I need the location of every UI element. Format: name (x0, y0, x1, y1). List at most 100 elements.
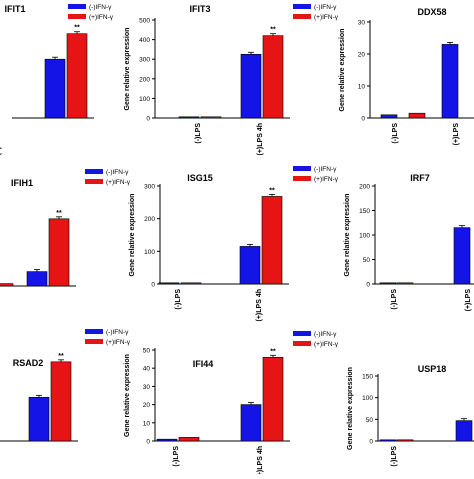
y-tick-label: 20 (143, 402, 151, 409)
x-tick-label: (+)LPS 4h (256, 289, 263, 321)
bar-isg15-plus-1 (261, 196, 283, 285)
bar-irf7-minus-0 (379, 282, 397, 285)
y-tick-label: 50 (366, 417, 374, 424)
legend-label: (-)IFN-γ (106, 169, 129, 176)
bar-rsad2-plus-1 (50, 361, 72, 442)
bar-isg15-minus-0 (158, 282, 180, 285)
bar-ifi44-minus-0 (156, 438, 178, 442)
y-tick-label: 300 (144, 184, 155, 191)
y-tick-label: 200 (139, 76, 150, 83)
y-tick-label: 0 (146, 116, 150, 123)
legend-label: (+)IFN-γ (106, 339, 131, 346)
y-axis-label: Gene relative expression (124, 354, 131, 437)
x-tick-label: (+)LPS 4h (257, 446, 264, 474)
chart-panel-rsad2: RSAD2 ** (-)IFN-γ (+)IFN-γ (0, 329, 131, 442)
significance-label: ** (269, 187, 275, 194)
y-tick-label: 0 (146, 439, 150, 446)
bar-ddx58-minus-0 (380, 114, 398, 119)
significance-label: ** (56, 210, 62, 217)
y-axis-label: Gene relative expression (344, 194, 351, 277)
x-tick-label: (+)LPS (453, 123, 460, 146)
legend-label: (-)IFN-γ (314, 166, 337, 173)
panel-title: USP18 (418, 364, 447, 374)
y-tick-label: 50 (363, 257, 371, 264)
bar-irf7-plus-0 (396, 282, 414, 285)
chart-panel-usp18: USP18 0 50 100 150 Gene relative expression (-… (347, 364, 474, 467)
y-tick-label: 150 (362, 374, 373, 381)
chart-panel-ddx58: DDX58 0 10 20 30 Gene relative expression (-)L… (339, 7, 474, 145)
panel-title: ISG15 (187, 173, 213, 183)
legend-swatch (293, 14, 311, 19)
legend-label: (+)IFN-γ (106, 179, 131, 186)
legend-label: (-)IFN-γ (314, 4, 337, 11)
x-tick-label: (+)LPS (465, 289, 472, 312)
legend-label: (+)IFN-γ (314, 176, 339, 183)
chart-panel-ifit3: IFIT3 0 100 200 300 400 500 Gene relative expre… (124, 4, 339, 155)
y-tick-label: 0 (366, 282, 370, 289)
bar-ifih1-minus-1 (26, 271, 48, 287)
y-tick-label: 200 (359, 184, 370, 191)
y-tick-label: 20 (358, 52, 366, 59)
y-tick-label: 100 (139, 96, 150, 103)
bar-ifi44-plus-0 (178, 437, 200, 442)
y-tick-label: 100 (144, 249, 155, 256)
legend-swatch (85, 179, 103, 184)
x-tick-label: (-)LPS (195, 123, 202, 144)
panel-title: DDX58 (417, 7, 446, 17)
y-tick-label: 30 (358, 20, 366, 27)
legend-label: (+)IFN-γ (314, 14, 339, 21)
panel-title: IRF7 (410, 173, 430, 183)
y-axis-label: Gene relative expression (339, 29, 346, 112)
significance-label: ** (74, 25, 80, 32)
bar-usp18-minus-1 (455, 420, 473, 442)
x-tick-label: (-)LPS (391, 289, 398, 310)
significance-label: ** (270, 348, 276, 355)
y-tick-label: 0 (361, 116, 365, 123)
y-axis-label: Gene relative expression (347, 367, 354, 450)
bar-rsad2-minus-1 (28, 397, 50, 442)
y-tick-label: 200 (144, 216, 155, 223)
x-tick-label: (-)LPS (391, 446, 398, 467)
significance-label: ** (58, 353, 64, 360)
chart-panel-ifit1: IFIT1 ** (+)LPS 4h (-)IFN-γ (+)IFN-γ (0, 4, 114, 155)
y-axis-label: Gene relative expression (124, 28, 131, 111)
legend-swatch (293, 341, 311, 346)
legend-swatch (85, 339, 103, 344)
legend-swatch (293, 4, 311, 9)
x-tick-label: (+)LPS 4h (257, 123, 264, 155)
significance-label: ** (270, 27, 276, 34)
legend-label: (-)IFN-γ (89, 4, 112, 11)
y-tick-label: 0 (369, 439, 373, 446)
x-tick-label: (-)LPS (173, 446, 180, 467)
legend-swatch (293, 176, 311, 181)
y-axis-label: Gene relative expression (129, 194, 136, 277)
bar-ifit3-plus-0 (200, 116, 222, 119)
bar-ddx58-plus-0 (408, 112, 426, 119)
bar-ifit1-plus-1 (66, 33, 88, 119)
panel-title: IFIH1 (11, 178, 33, 188)
y-tick-label: 50 (143, 348, 151, 355)
legend-swatch (293, 166, 311, 171)
panel-title: RSAD2 (13, 358, 44, 368)
legend-label: (+)IFN-γ (314, 341, 339, 348)
bar-ifi44-minus-1 (240, 404, 262, 442)
legend-swatch (68, 4, 86, 9)
legend-label: (-)IFN-γ (314, 331, 337, 338)
bar-ifih1-plus-1 (48, 218, 70, 287)
y-tick-label: 30 (143, 384, 151, 391)
x-tick-label: (+)LPS 4h (0, 123, 2, 155)
x-tick-label: (-)LPS (392, 123, 399, 144)
chart-panel-isg15: ISG15 0 100 200 300 Gene relative expression *… (129, 166, 339, 321)
y-tick-label: 40 (143, 366, 151, 373)
bar-irf7-minus-1 (453, 227, 471, 285)
panel-title: IFI44 (193, 359, 214, 369)
bar-usp18-plus-0 (396, 439, 414, 442)
y-tick-label: 0 (151, 282, 155, 289)
chart-panel-ifi44: IFI44 0 10 20 30 40 50 Gene relative expression… (124, 331, 339, 478)
panel-title: IFIT3 (189, 4, 210, 14)
bar-ifit3-minus-1 (240, 53, 262, 119)
panel-title: IFIT1 (4, 4, 25, 14)
y-tick-label: 300 (139, 57, 150, 64)
y-tick-label: 150 (359, 208, 370, 215)
